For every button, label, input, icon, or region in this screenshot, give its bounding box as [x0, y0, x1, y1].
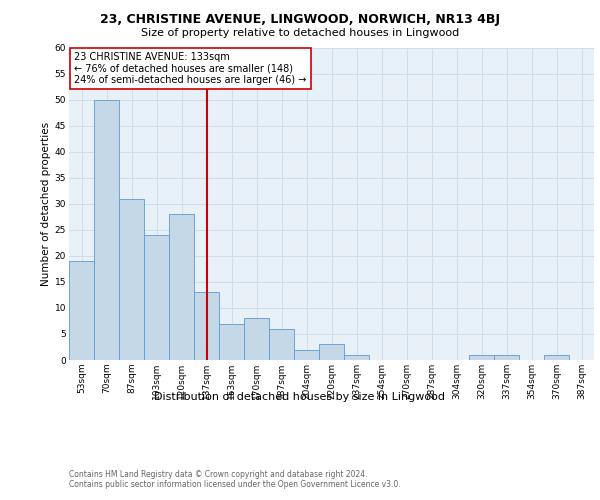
Bar	[144, 235, 169, 360]
Y-axis label: Number of detached properties: Number of detached properties	[41, 122, 50, 286]
Text: 23 CHRISTINE AVENUE: 133sqm
← 76% of detached houses are smaller (148)
24% of se: 23 CHRISTINE AVENUE: 133sqm ← 76% of det…	[74, 52, 307, 86]
Bar	[269, 329, 294, 360]
Text: Contains HM Land Registry data © Crown copyright and database right 2024.
Contai: Contains HM Land Registry data © Crown c…	[69, 470, 401, 490]
Text: 23, CHRISTINE AVENUE, LINGWOOD, NORWICH, NR13 4BJ: 23, CHRISTINE AVENUE, LINGWOOD, NORWICH,…	[100, 12, 500, 26]
Bar	[169, 214, 194, 360]
Bar	[469, 355, 494, 360]
Bar	[119, 198, 144, 360]
Bar	[69, 261, 94, 360]
Bar	[344, 355, 369, 360]
Bar	[194, 292, 219, 360]
Text: Size of property relative to detached houses in Lingwood: Size of property relative to detached ho…	[141, 28, 459, 38]
Bar	[244, 318, 269, 360]
Bar	[94, 100, 119, 360]
Bar	[319, 344, 344, 360]
Bar	[294, 350, 319, 360]
Text: Distribution of detached houses by size in Lingwood: Distribution of detached houses by size …	[155, 392, 445, 402]
Bar	[219, 324, 244, 360]
Bar	[494, 355, 519, 360]
Bar	[544, 355, 569, 360]
